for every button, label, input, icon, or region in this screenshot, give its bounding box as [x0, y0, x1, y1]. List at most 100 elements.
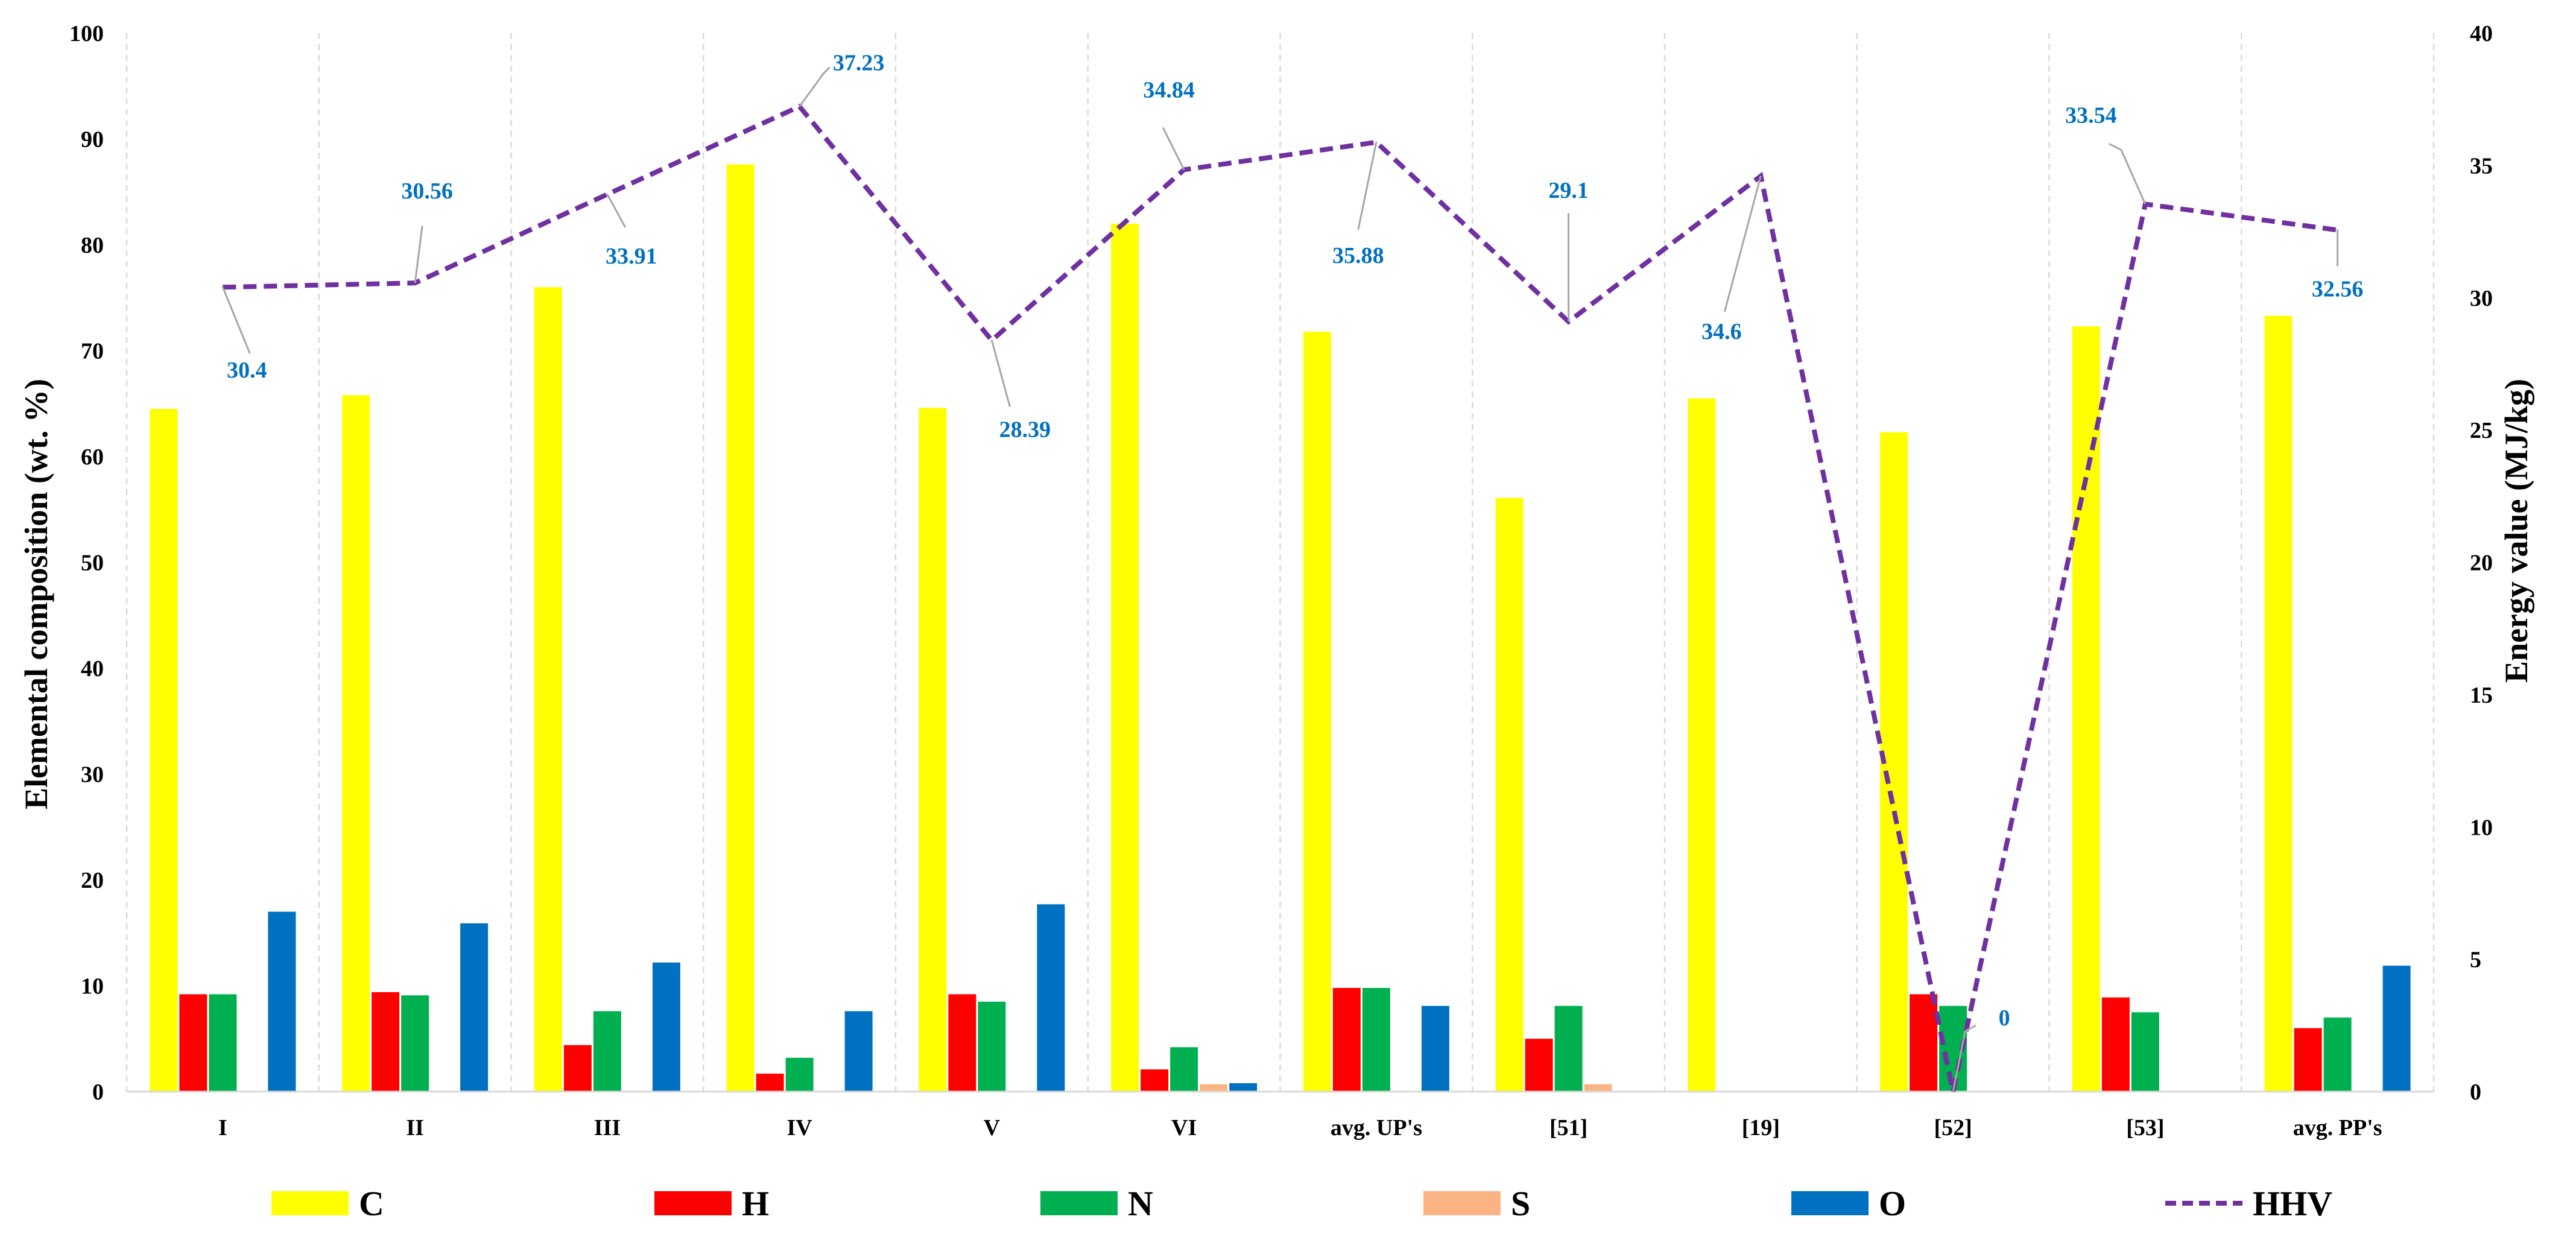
y2-axis-title: Energy value (MJ/kg): [2498, 379, 2534, 683]
hhv-data-label-6: 35.88: [1332, 243, 1384, 268]
x-category-label: III: [594, 1115, 621, 1141]
bar-n-11: [2323, 1017, 2352, 1092]
x-category-label: [53]: [2126, 1115, 2164, 1141]
bar-c-3: [726, 164, 755, 1092]
bar-h-10: [2101, 997, 2130, 1092]
hhv-data-label-11: 32.56: [2312, 276, 2364, 302]
bar-c-0: [150, 409, 178, 1092]
y2-tick-label: 15: [2470, 683, 2493, 708]
legend-label-hhv: HHV: [2253, 1184, 2332, 1223]
hhv-line: [223, 103, 2338, 1092]
bar-o-6: [1421, 1005, 1449, 1092]
bar-c-6: [1303, 331, 1331, 1092]
bar-h-11: [2294, 1028, 2322, 1092]
hhv-data-label-1: 30.56: [401, 179, 453, 204]
bar-o-0: [268, 911, 296, 1092]
hhv-leader-line-0: [221, 286, 251, 354]
legend-label-o: O: [1879, 1184, 1906, 1223]
y-tick-label: 100: [69, 21, 104, 46]
y-tick-label: 20: [81, 868, 104, 893]
x-category-label: I: [218, 1115, 227, 1141]
y-axis-title: Elemental composition (wt. %): [18, 379, 54, 809]
y2-tick-label: 0: [2470, 1080, 2481, 1105]
x-category-label: [52]: [1934, 1115, 1972, 1141]
hhv-data-label-9: 0: [1999, 1005, 2010, 1031]
legend-layer: C H N S O HHV: [271, 1184, 2332, 1223]
y2-tick-label: 20: [2470, 551, 2493, 576]
y-tick-label: 70: [81, 339, 104, 364]
y2-tick-label: 35: [2470, 153, 2493, 179]
legend-swatch-n: [1040, 1191, 1118, 1215]
legend-label-c: C: [359, 1184, 384, 1223]
x-category-label: avg. UP's: [1331, 1115, 1422, 1141]
hhv-leader-line-10: [2109, 143, 2147, 205]
y-tick-label: 90: [81, 127, 104, 153]
legend-label-h: H: [742, 1184, 769, 1223]
bar-h-6: [1332, 988, 1361, 1092]
bar-h-3: [756, 1074, 784, 1092]
bar-n-3: [785, 1057, 814, 1092]
bar-n-5: [1170, 1047, 1198, 1092]
y-tick-label: 10: [81, 974, 104, 999]
bar-h-7: [1525, 1039, 1553, 1092]
y2-tick-label: 30: [2470, 286, 2493, 311]
hhv-leader-line-5: [1162, 127, 1185, 171]
hhv-leader-line-4: [990, 340, 1011, 407]
bar-s-7: [1584, 1084, 1612, 1092]
bar-n-6: [1362, 988, 1390, 1092]
x-category-label: [19]: [1742, 1115, 1780, 1141]
hhv-leader-line-6: [1357, 142, 1378, 230]
bar-o-11: [2382, 966, 2411, 1092]
hhv-leader-line-3: [799, 66, 831, 107]
bar-n-0: [209, 994, 237, 1092]
hhv-data-label-8: 34.6: [1701, 319, 1742, 344]
bar-n-7: [1554, 1005, 1583, 1092]
hhv-leader-line-2: [606, 194, 627, 228]
x-category-label: [51]: [1549, 1115, 1587, 1141]
bar-n-10: [2131, 1012, 2159, 1092]
hhv-data-label-3: 37.23: [833, 51, 885, 76]
legend-swatch-h: [654, 1191, 732, 1215]
bar-n-4: [978, 1001, 1006, 1092]
bar-o-3: [844, 1011, 873, 1092]
bar-n-2: [593, 1011, 621, 1092]
hhv-leader-line-8: [1723, 176, 1762, 312]
bar-o-5: [1229, 1083, 1258, 1092]
hhv-data-label-4: 28.39: [999, 417, 1051, 442]
hhv-data-label-7: 29.1: [1548, 178, 1589, 203]
hhv-leader-line-9: [1952, 1024, 1976, 1092]
y2-tick-label: 5: [2470, 948, 2481, 973]
bar-c-10: [2072, 326, 2100, 1092]
bar-layer: [150, 164, 2411, 1092]
y2-tick-label: 10: [2470, 815, 2493, 840]
y-tick-label: 60: [81, 444, 104, 470]
y-tick-label: 0: [92, 1080, 104, 1105]
bar-o-1: [460, 923, 489, 1092]
hhv-leader-line-1: [414, 225, 423, 283]
grid-layer: [125, 33, 2435, 1092]
bar-h-9: [1910, 994, 1938, 1092]
hhv-data-label-0: 30.4: [227, 358, 267, 383]
y-tick-label: 50: [81, 551, 104, 576]
bar-c-7: [1495, 498, 1524, 1092]
bar-h-4: [948, 994, 976, 1092]
bar-c-1: [342, 395, 370, 1092]
y-tick-label: 30: [81, 762, 104, 788]
legend-swatch-o: [1791, 1191, 1869, 1215]
hhv-data-label-5: 34.84: [1143, 77, 1195, 103]
x-category-label: V: [984, 1115, 1001, 1141]
hhv-data-label-2: 33.91: [606, 244, 657, 269]
y-tick-label: 40: [81, 656, 104, 682]
bar-h-1: [372, 992, 400, 1092]
y-tick-label: 80: [81, 233, 104, 258]
y2-tick-label: 25: [2470, 418, 2493, 443]
legend-swatch-c: [271, 1191, 349, 1215]
bar-h-5: [1141, 1069, 1169, 1092]
bar-o-4: [1037, 904, 1065, 1092]
legend-label-s: S: [1511, 1184, 1530, 1223]
legend-label-n: N: [1128, 1184, 1153, 1223]
bar-n-1: [401, 995, 429, 1092]
